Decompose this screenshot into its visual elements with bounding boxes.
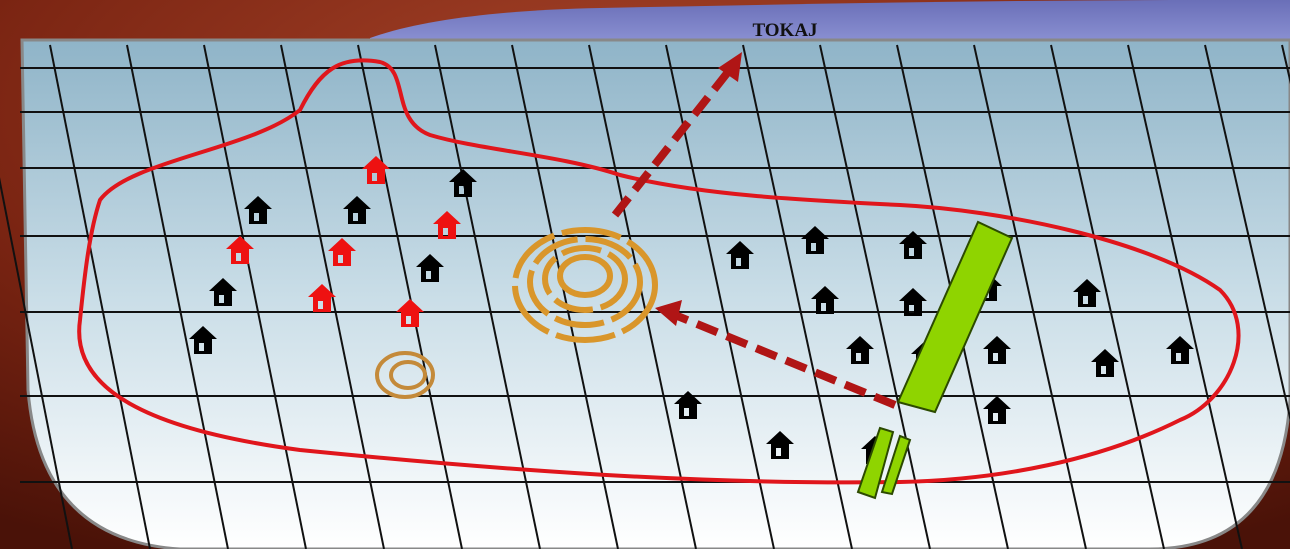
arrowhead	[718, 52, 742, 82]
hill	[370, 0, 1290, 45]
boundary	[77, 58, 1241, 485]
arrows	[611, 69, 897, 409]
grid-line	[588, 44, 697, 549]
grid-line	[434, 44, 541, 549]
grid-line	[0, 177, 73, 549]
grid-line	[126, 44, 229, 549]
arrowhead	[655, 300, 682, 326]
grid-line	[203, 44, 307, 549]
grid-line	[973, 44, 1087, 549]
spiral-small	[375, 351, 435, 399]
grid-line	[49, 44, 151, 549]
grid-line	[1204, 44, 1290, 423]
grid-line	[1050, 44, 1165, 549]
grid	[0, 44, 1290, 549]
grid-line	[1127, 44, 1243, 549]
grid-line	[742, 44, 853, 549]
spiral-large	[512, 227, 658, 343]
green-bars	[856, 220, 1014, 500]
grid-line	[511, 44, 619, 549]
grid-line	[819, 44, 931, 549]
place-label: TOKAJ	[752, 20, 817, 41]
